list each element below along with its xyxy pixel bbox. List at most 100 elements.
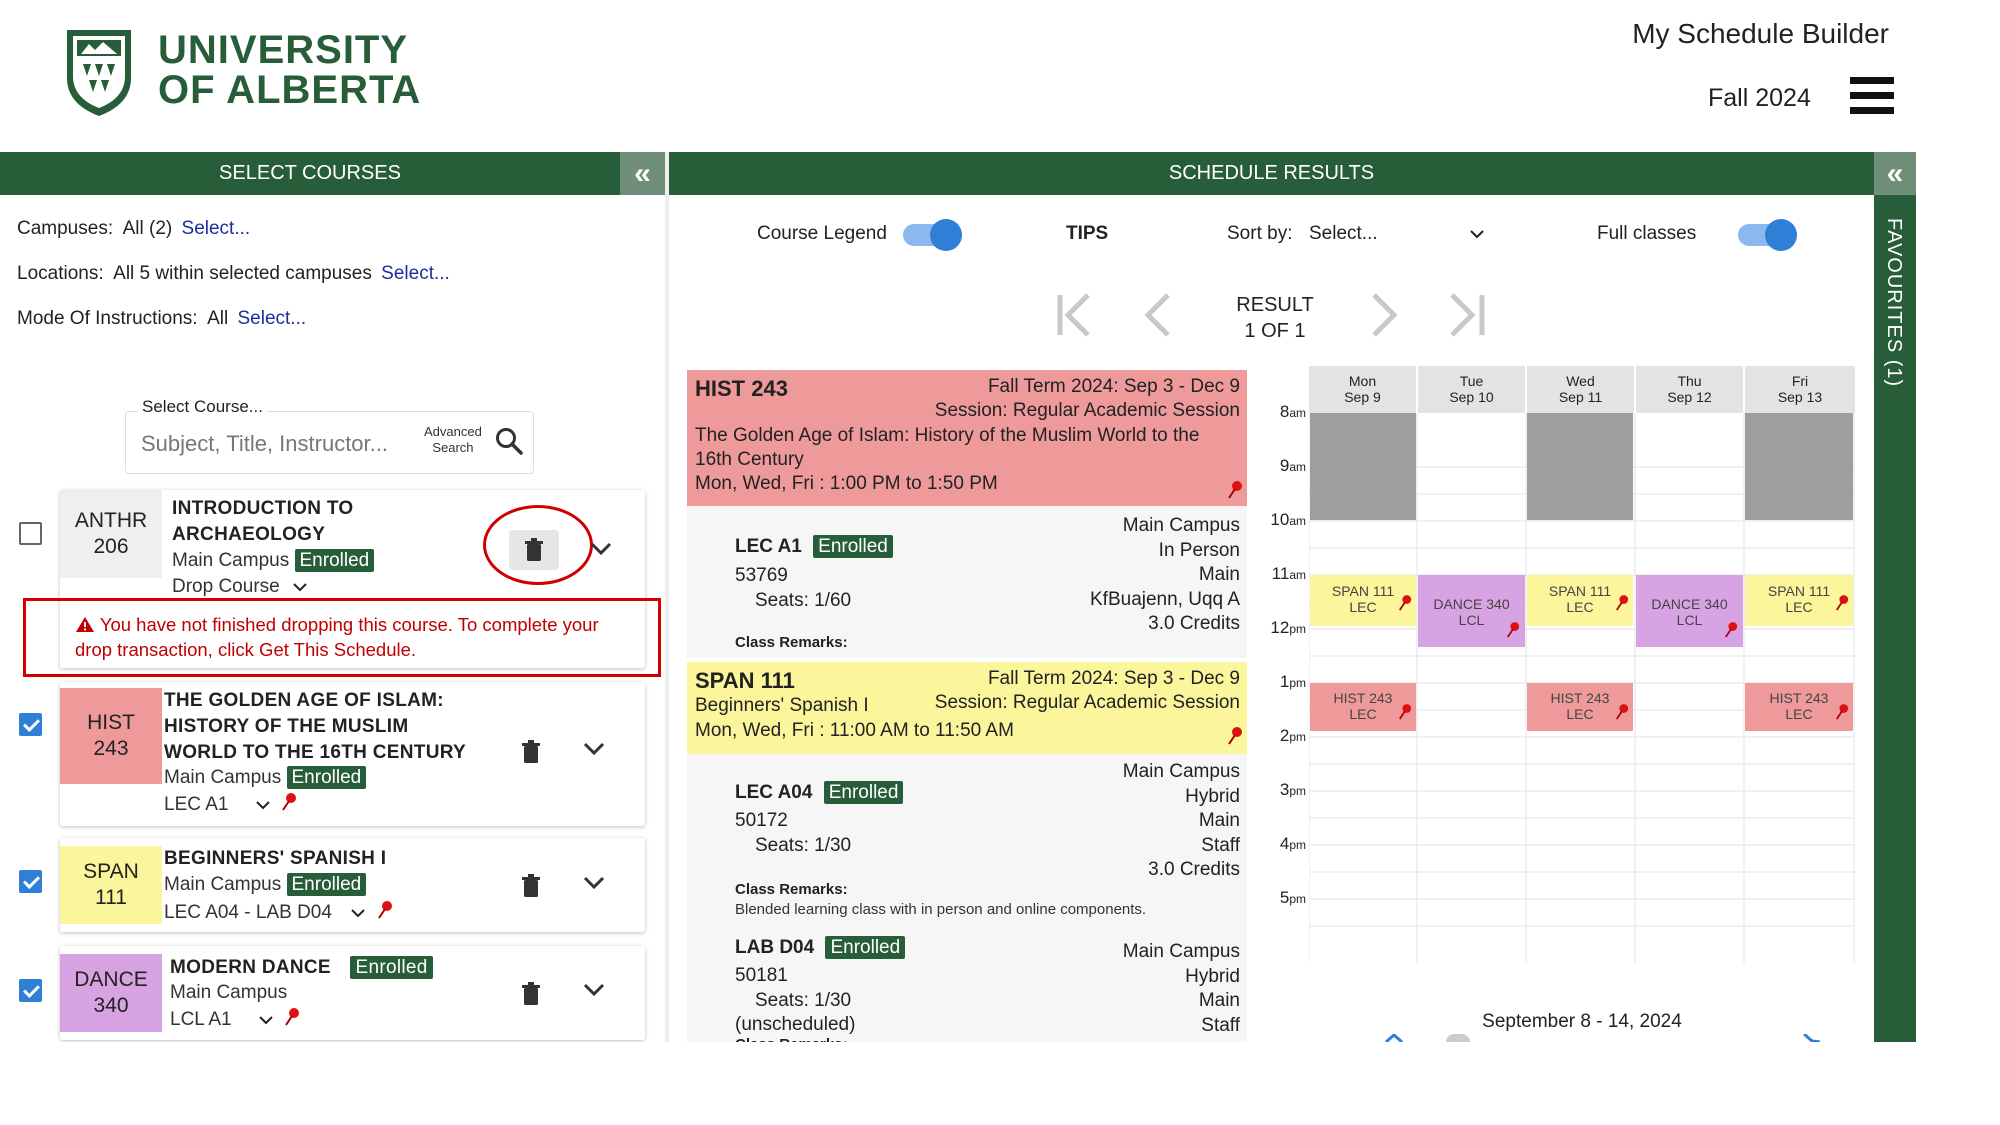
trash-icon[interactable]: [521, 740, 541, 764]
course-checkbox-span-111[interactable]: [19, 870, 42, 893]
course-checkbox-hist-243[interactable]: [19, 713, 42, 736]
class-remarks-label: Class Remarks:: [735, 1036, 848, 1042]
next-week-icon[interactable]: [1802, 1034, 1822, 1042]
next-result-icon[interactable]: [1362, 290, 1406, 340]
block-code: DANCE 340: [1651, 596, 1728, 612]
trash-icon[interactable]: [521, 874, 541, 898]
calendar-block-hist-243[interactable]: HIST 243 LEC: [1310, 683, 1416, 731]
pin-icon[interactable]: [1227, 726, 1243, 746]
course-subject: ANTHR: [74, 509, 148, 532]
pin-icon[interactable]: [1227, 480, 1243, 500]
course-campus-row: Main Campus Enrolled: [164, 873, 367, 896]
pin-icon[interactable]: [377, 900, 393, 920]
course-checkbox-anthr-206[interactable]: [19, 522, 42, 545]
university-crest-logo: [63, 26, 135, 118]
pin-icon: [1725, 622, 1738, 638]
expand-chevron-icon[interactable]: [583, 876, 605, 890]
app-title: My Schedule Builder: [1632, 18, 1889, 49]
calendar-block-dance-340[interactable]: DANCE 340 LCL: [1636, 575, 1743, 647]
block-type: LEC: [1349, 706, 1377, 722]
collapse-left-panel-icon[interactable]: «: [620, 152, 665, 195]
enrolled-badge: Enrolled: [823, 781, 904, 804]
section-label: LEC A1: [164, 794, 229, 815]
campus-filter-label: Campuses:: [17, 218, 114, 239]
first-result-icon[interactable]: [1054, 290, 1098, 340]
search-icon[interactable]: [494, 426, 524, 456]
campus-filter: Campuses: All (2) Select...: [17, 218, 250, 240]
section-campus: Main Campus: [1122, 515, 1240, 536]
course-search-input[interactable]: [125, 411, 534, 474]
time-hour: 11: [1271, 564, 1290, 583]
expand-chevron-icon[interactable]: [583, 742, 605, 756]
schedule-results-title: SCHEDULE RESULTS: [1168, 162, 1375, 184]
previous-week-icon[interactable]: [1384, 1034, 1404, 1042]
section-campus: Main Campus: [1122, 941, 1240, 962]
course-title-dance-340: MODERN DANCE Enrolled: [170, 955, 433, 981]
calendar-block-span-111[interactable]: SPAN 111 LEC: [1527, 575, 1633, 626]
favourites-sidebar[interactable]: FAVOURITES (1): [1874, 152, 1916, 1042]
time-suffix: pm: [1289, 892, 1306, 906]
section-location-info: Main Campus Hybrid Main Staff 3.0 Credit…: [980, 760, 1240, 883]
section-details-span-111: [687, 754, 1247, 1042]
block-type: LEC: [1566, 706, 1594, 722]
day-name: Wed: [1566, 373, 1595, 389]
term-selector[interactable]: Fall 2024: [1708, 84, 1811, 112]
mode-filter: Mode Of Instructions: All Select...: [17, 308, 306, 330]
day-date: Sep 12: [1667, 389, 1712, 405]
time-hour: 1: [1279, 672, 1290, 691]
week-navigation-dot[interactable]: [1446, 1034, 1470, 1042]
chevron-down-icon: [259, 1016, 273, 1025]
pin-icon: [1507, 622, 1520, 638]
section-instructor: Staff: [1201, 1014, 1240, 1036]
campus-select-link[interactable]: Select...: [181, 218, 251, 239]
block-type: LEC: [1785, 599, 1813, 615]
pin-icon: [1836, 704, 1849, 720]
chevron-down-icon: [293, 583, 307, 592]
day-date: Sep 13: [1777, 389, 1823, 405]
time-hour: 2: [1279, 726, 1290, 745]
calendar-block-hist-243[interactable]: HIST 243 LEC: [1745, 683, 1853, 731]
unavailable-block: [1745, 413, 1853, 520]
last-result-icon[interactable]: [1444, 290, 1488, 340]
section-row: LAB D04 Enrolled: [735, 936, 906, 959]
mode-select-link[interactable]: Select...: [237, 308, 307, 329]
drop-course-select[interactable]: Drop Course: [172, 576, 307, 598]
expand-chevron-icon[interactable]: [590, 542, 612, 556]
hamburger-menu-icon[interactable]: [1850, 77, 1894, 115]
course-campus: Main Campus: [170, 982, 288, 1003]
section-select-dance-340[interactable]: LCL A1: [170, 1007, 300, 1031]
course-checkbox-dance-340[interactable]: [19, 979, 42, 1002]
block-type: LCL: [1458, 612, 1485, 628]
tips-link[interactable]: TIPS: [1066, 223, 1109, 244]
calendar-block-span-111[interactable]: SPAN 111 LEC: [1310, 575, 1416, 626]
sort-by-select[interactable]: Select...: [1309, 223, 1489, 245]
enrolled-badge: Enrolled: [286, 873, 367, 896]
course-title-line: MODERN DANCE: [170, 957, 331, 978]
calendar-block-dance-340[interactable]: DANCE 340 LCL: [1418, 575, 1525, 647]
expand-chevron-icon[interactable]: [583, 983, 605, 997]
section-location: Main: [1198, 990, 1240, 1011]
weekly-calendar: Mon Sep 9 Tue Sep 10 Wed Sep 11 Thu Sep 12 F…: [1309, 366, 1855, 963]
location-select-link[interactable]: Select...: [381, 263, 450, 284]
pin-icon: [1836, 595, 1849, 611]
full-classes-toggle[interactable]: [1738, 219, 1797, 251]
collapse-right-panel-icon[interactable]: «: [1874, 152, 1916, 195]
time-suffix: am: [1289, 406, 1306, 420]
course-subject: SPAN: [83, 860, 139, 883]
section-select-span-111[interactable]: LEC A04 - LAB D04: [164, 900, 393, 924]
block-type: LEC: [1349, 599, 1377, 615]
chevron-down-icon: [1470, 230, 1484, 239]
pin-icon[interactable]: [284, 1007, 300, 1027]
advanced-search-link[interactable]: Advanced Search: [424, 424, 482, 456]
result-header-hist-243: [687, 370, 1247, 506]
course-legend-toggle[interactable]: [903, 219, 962, 251]
course-title-line: WORLD TO THE 16TH CENTURY: [164, 742, 467, 763]
previous-result-icon[interactable]: [1136, 290, 1180, 340]
calendar-block-hist-243[interactable]: HIST 243 LEC: [1527, 683, 1633, 731]
pin-icon[interactable]: [281, 792, 297, 812]
day-name: Thu: [1677, 373, 1702, 389]
section-select-hist-243[interactable]: LEC A1: [164, 792, 297, 816]
trash-icon[interactable]: [521, 982, 541, 1006]
calendar-block-span-111[interactable]: SPAN 111 LEC: [1745, 575, 1853, 626]
select-courses-title: SELECT COURSES: [219, 162, 401, 184]
